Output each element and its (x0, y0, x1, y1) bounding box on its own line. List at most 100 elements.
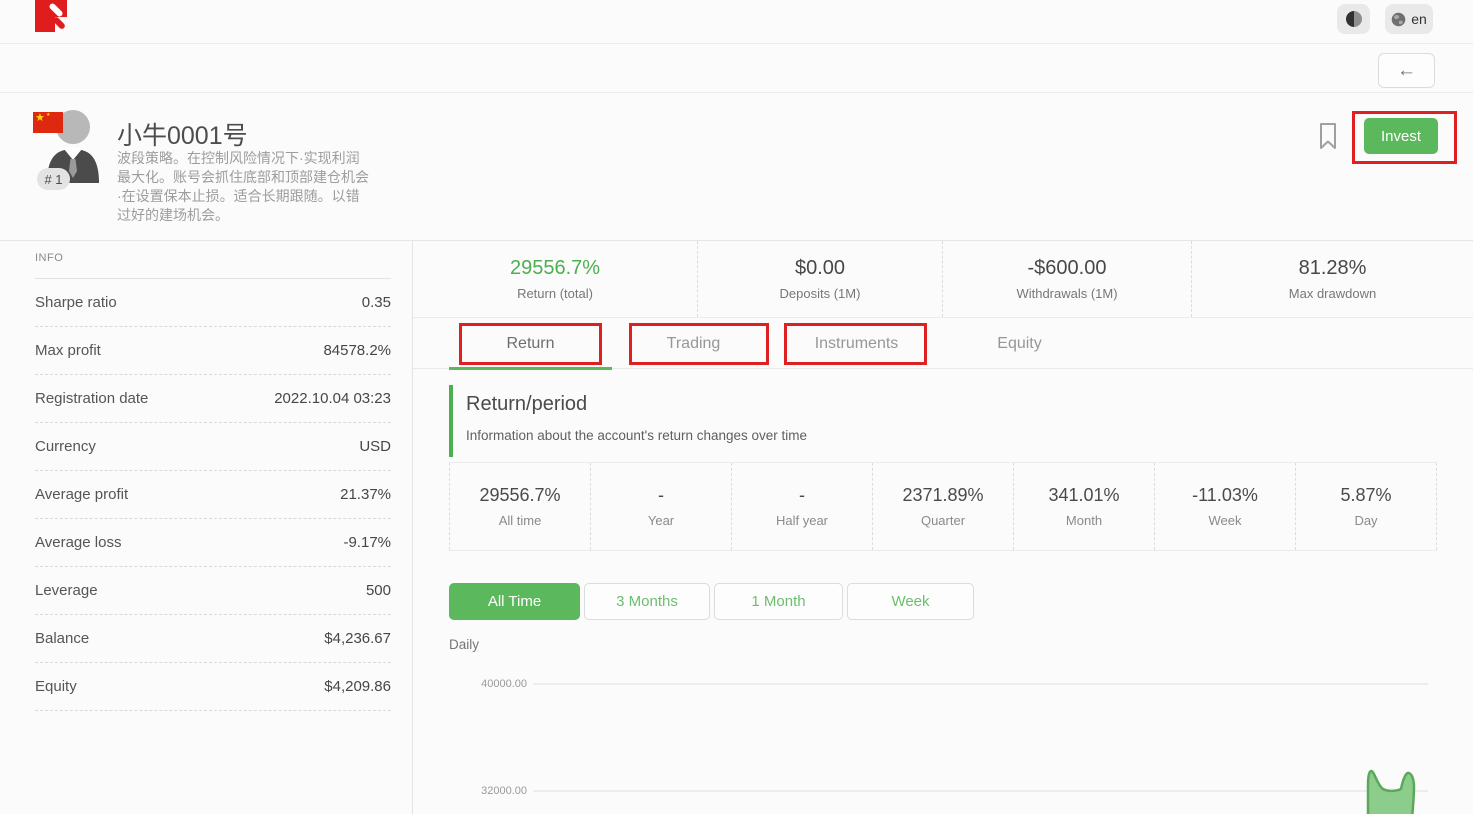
stat-label: Deposits (1M) (779, 286, 861, 301)
period-label: Day (1354, 513, 1378, 528)
gridline (533, 790, 1428, 792)
info-row-average-loss: Average loss -9.17% (35, 519, 391, 567)
range-1-month-button[interactable]: 1 Month (714, 583, 843, 620)
tab-trading[interactable]: Trading (666, 334, 721, 352)
chart-gridline-40000: 40000.00 (449, 677, 1428, 691)
period-day: 5.87% Day (1295, 463, 1437, 550)
period-value: 341.01% (1048, 485, 1120, 505)
info-value: USD (359, 438, 391, 455)
info-label: Average profit (35, 486, 129, 503)
app-logo-icon[interactable] (35, 0, 67, 32)
info-label: Balance (35, 630, 90, 647)
stat-label: Max drawdown (1288, 286, 1377, 301)
period-label: Year (647, 513, 675, 528)
stat-deposits: $0.00 Deposits (1M) (697, 241, 942, 317)
period-value: 5.87% (1340, 485, 1392, 505)
stat-value: $0.00 (794, 257, 846, 279)
period-year: - Year (590, 463, 731, 550)
globe-icon (1391, 12, 1406, 26)
bookmark-icon[interactable] (1319, 123, 1337, 154)
contrast-icon (1345, 11, 1362, 27)
tab-equity[interactable]: Equity (997, 334, 1042, 352)
tab-bar: Return Trading Instruments Equity (413, 319, 1473, 370)
sub-bar (0, 44, 1473, 93)
invest-button[interactable]: Invest (1364, 118, 1438, 154)
info-label: Max profit (35, 342, 101, 359)
range-3-months-button[interactable]: 3 Months (584, 583, 710, 620)
stat-label: Withdrawals (1M) (1016, 286, 1118, 301)
info-row-registration-date: Registration date 2022.10.04 03:23 (35, 375, 391, 423)
info-label: Registration date (35, 390, 149, 407)
info-row-balance: Balance $4,236.67 (35, 615, 391, 663)
content-divider (412, 241, 413, 814)
profile-separator (0, 240, 1473, 241)
period-month: 341.01% Month (1013, 463, 1154, 550)
chart-granularity-label: Daily (449, 637, 480, 652)
info-label: Equity (35, 678, 77, 695)
period-value: - (658, 485, 664, 505)
china-flag-icon: ★ ★ (33, 112, 63, 133)
language-label: en (1411, 11, 1427, 27)
stat-value: -$600.00 (1027, 257, 1107, 279)
account-description: 波段策略。在控制风险情况下·实现利润最大化。账号会抓住底部和顶部建仓机会·在设置… (117, 150, 369, 223)
range-week-button[interactable]: Week (847, 583, 974, 620)
stat-withdrawals: -$600.00 Withdrawals (1M) (942, 241, 1191, 317)
back-arrow-icon: ← (1397, 59, 1416, 81)
y-tick-label: 40000.00 (481, 678, 527, 690)
info-row-sharpe-ratio: Sharpe ratio 0.35 (35, 279, 391, 327)
top-bar (0, 0, 1473, 44)
period-value: -11.03% (1192, 485, 1258, 505)
section-title: Return/period (466, 393, 588, 415)
account-title: 小牛0001号 (117, 122, 248, 150)
info-label: Sharpe ratio (35, 294, 117, 311)
period-value: 29556.7% (479, 485, 561, 505)
summary-stats: 29556.7% Return (total) $0.00 Deposits (… (413, 241, 1473, 318)
flag-star-big: ★ (35, 112, 45, 124)
stat-max-drawdown: 81.28% Max drawdown (1191, 241, 1473, 317)
info-value: 84578.2% (323, 342, 391, 359)
gridline (533, 683, 1428, 685)
stat-label: Return (total) (517, 286, 593, 301)
info-value: 2022.10.04 03:23 (274, 390, 391, 407)
info-row-leverage: Leverage 500 (35, 567, 391, 615)
avatar (45, 103, 101, 183)
stat-value: 81.28% (1298, 257, 1367, 279)
section-subtitle: Information about the account's return c… (466, 428, 808, 443)
tab-instruments[interactable]: Instruments (814, 334, 899, 352)
flag-star-small: ★ (46, 112, 51, 118)
info-value: $4,209.86 (324, 678, 391, 695)
info-label: Leverage (35, 582, 98, 599)
range-all-time-button[interactable]: All Time (449, 583, 580, 620)
chart-gridline-32000: 32000.00 (449, 784, 1428, 798)
period-all-time: 29556.7% All time (449, 463, 590, 550)
period-label: All time (498, 513, 542, 528)
rank-badge: # 1 (37, 168, 70, 190)
range-filter-group: All Time 3 Months 1 Month Week (449, 583, 974, 620)
period-half-year: - Half year (731, 463, 872, 550)
info-value: 500 (365, 582, 391, 599)
period-label: Week (1208, 513, 1242, 528)
info-label: Average loss (35, 534, 122, 551)
theme-toggle-button[interactable] (1337, 4, 1370, 34)
info-row-average-profit: Average profit 21.37% (35, 471, 391, 519)
info-row-equity: Equity $4,209.86 (35, 663, 391, 711)
period-value: 2371.89% (902, 485, 984, 505)
info-panel: INFO Sharpe ratio 0.35 Max profit 84578.… (35, 252, 391, 711)
period-label: Month (1065, 513, 1103, 528)
period-stats: 29556.7% All time - Year - Half year 237… (449, 462, 1437, 551)
stat-value: 29556.7% (509, 257, 601, 279)
period-label: Half year (775, 513, 829, 528)
period-quarter: 2371.89% Quarter (872, 463, 1013, 550)
back-button[interactable]: ← (1378, 53, 1435, 88)
info-value: $4,236.67 (324, 630, 391, 647)
info-value: 0.35 (361, 294, 391, 311)
tab-return[interactable]: Return (449, 319, 612, 370)
period-value: - (799, 485, 805, 505)
info-label: Currency (35, 438, 96, 455)
info-value: 21.37% (340, 486, 391, 503)
info-panel-header: INFO (35, 252, 391, 279)
period-week: -11.03% Week (1154, 463, 1295, 550)
language-button[interactable]: en (1385, 4, 1433, 34)
stat-return-total: 29556.7% Return (total) (413, 241, 697, 317)
info-row-max-profit: Max profit 84578.2% (35, 327, 391, 375)
